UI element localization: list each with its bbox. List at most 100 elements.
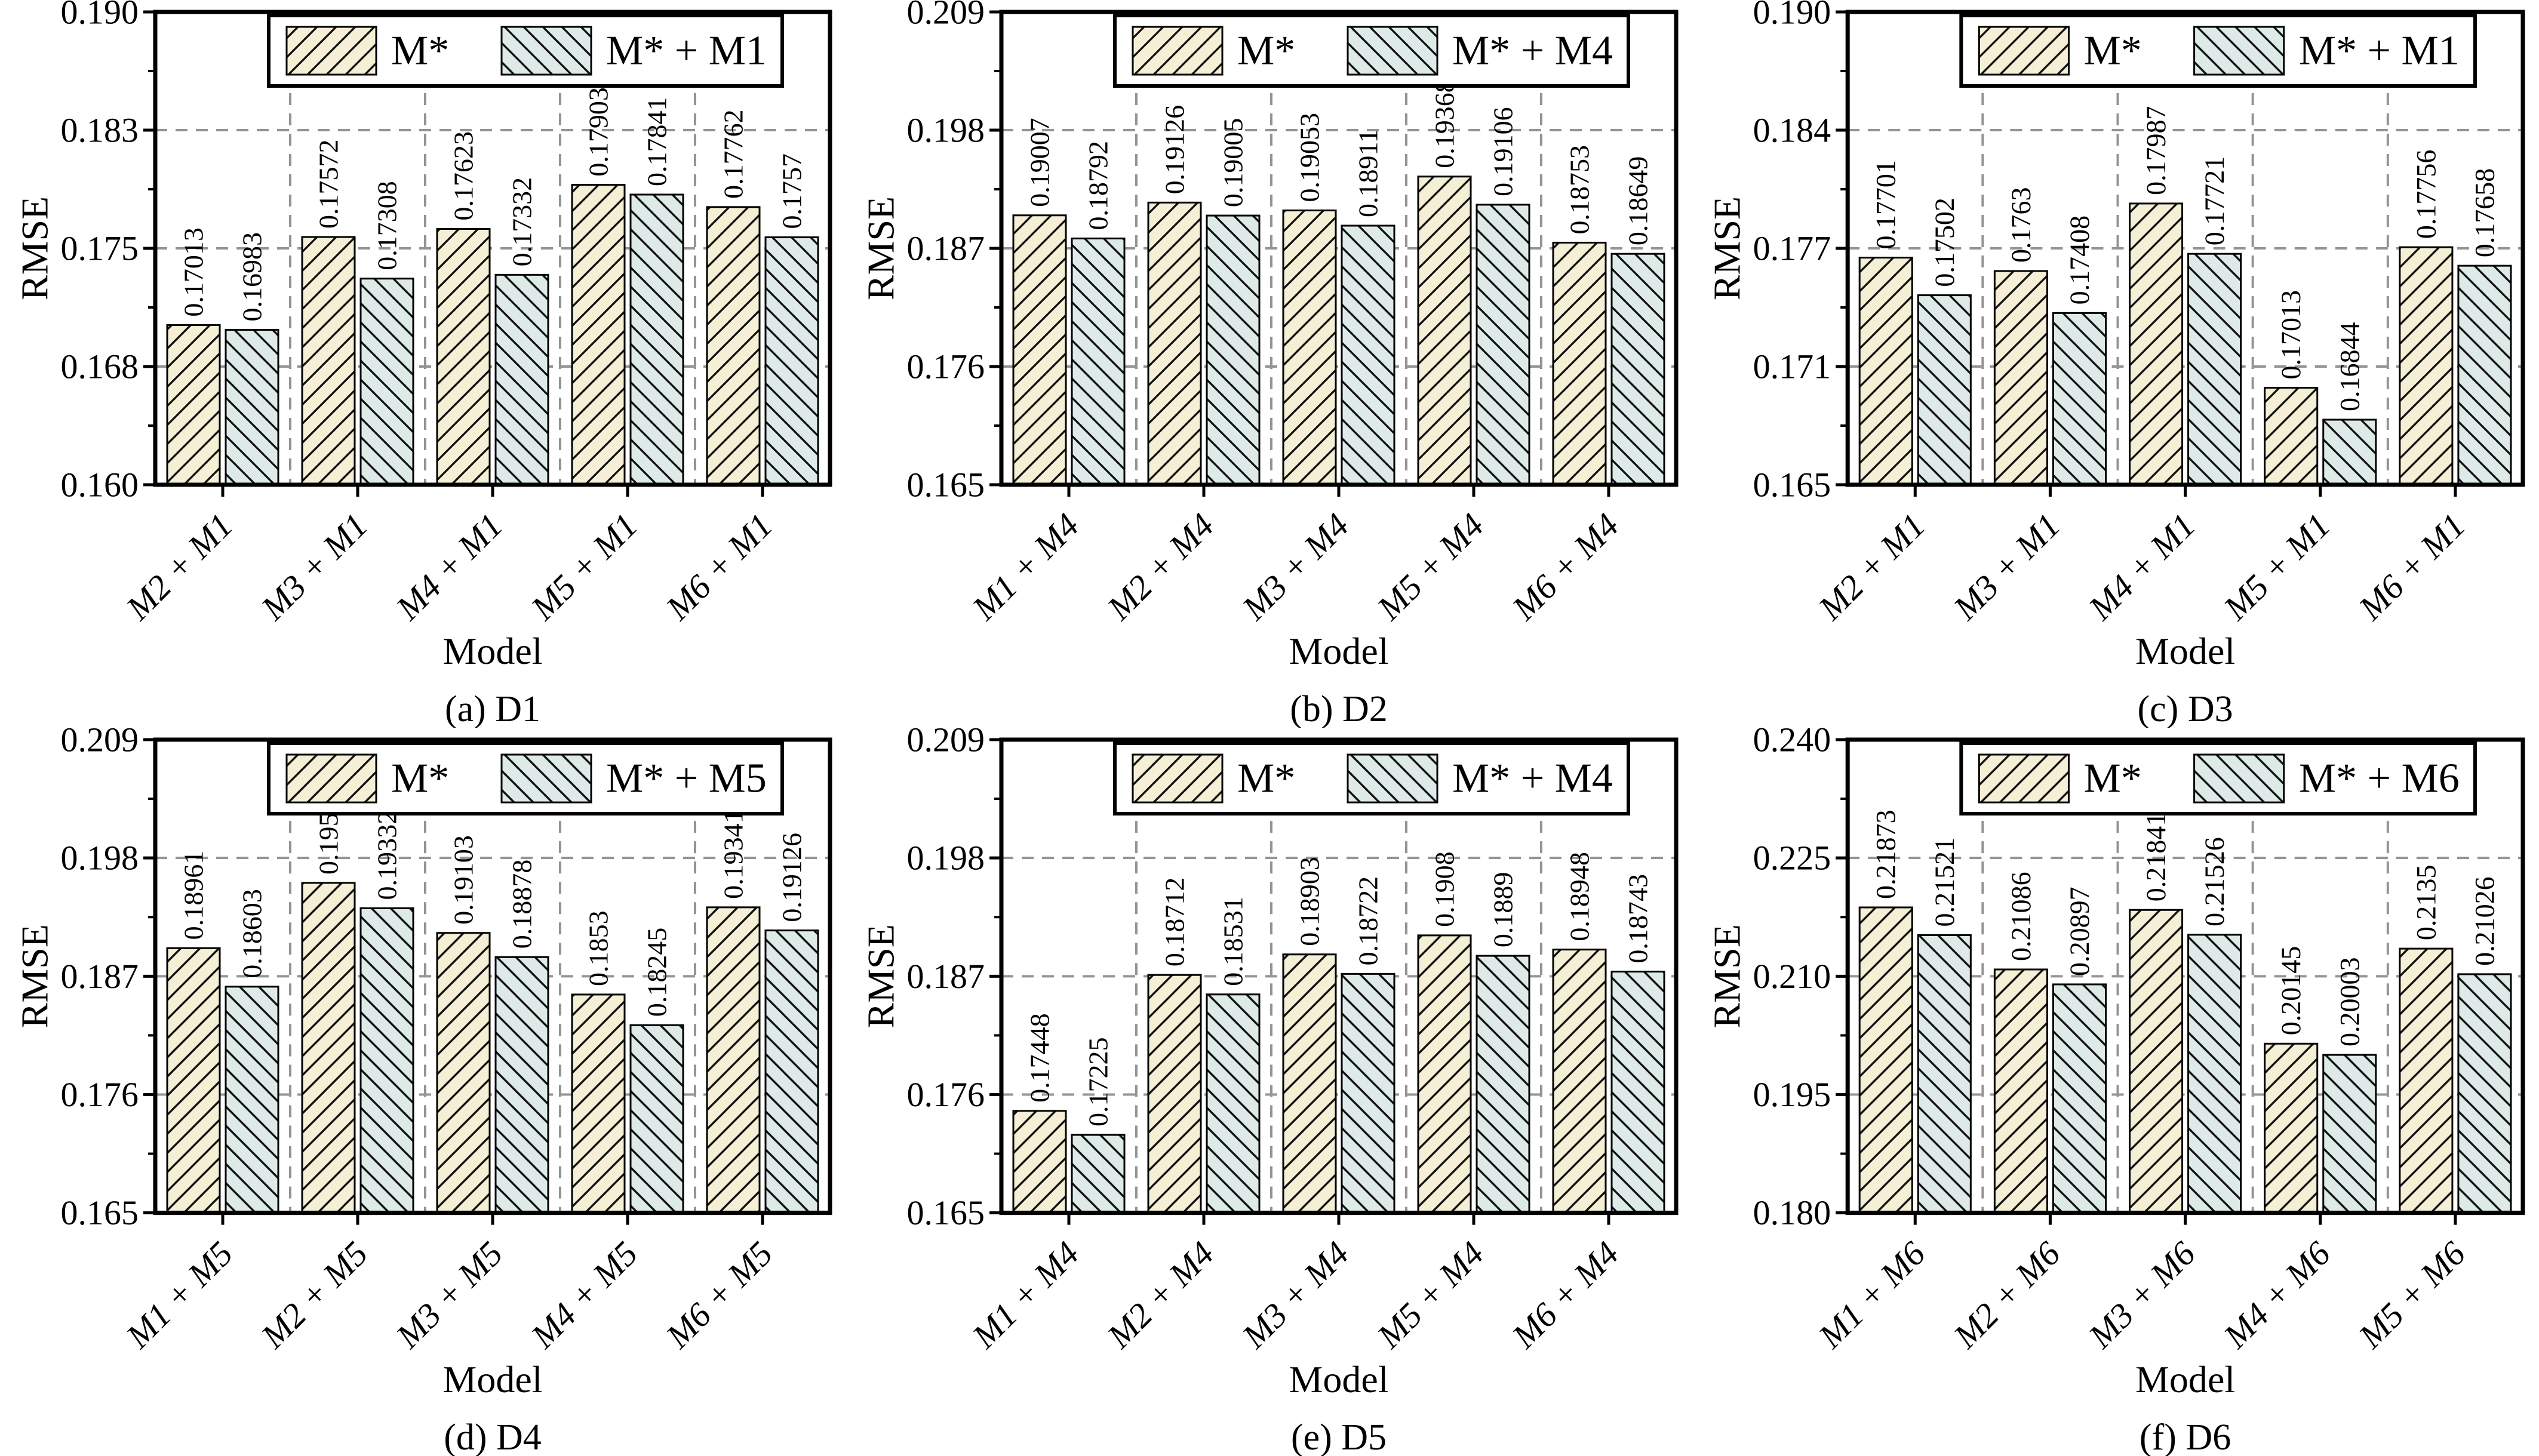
legend-swatch-2 — [1347, 26, 1438, 76]
y-tick-label: 0.198 — [61, 839, 139, 878]
bar-m-star — [1552, 949, 1607, 1214]
legend-swatch-2 — [2193, 753, 2285, 804]
x-tick-label: M4 + M1 — [388, 506, 510, 627]
x-tick-label: M1 + M6 — [1811, 1234, 1932, 1356]
x-tick-label: M4 + M5 — [523, 1234, 645, 1356]
chart-panel-d: 0.18961 0.18603 M1 + M5 0.19568 0.19332 M2 + … — [0, 728, 846, 1456]
legend-swatch-1 — [1978, 753, 2070, 804]
legend-label-2: M* + M1 — [606, 28, 767, 74]
bar-m-star — [301, 882, 356, 1214]
bar-m-combo — [1206, 214, 1261, 486]
y-axis-title: RMSE — [860, 924, 902, 1028]
bar-m-star — [436, 228, 491, 486]
bar-value-label: 0.21026 — [2469, 876, 2500, 966]
bar-value-label: 0.19126 — [777, 833, 807, 922]
bar-value-label: 0.18722 — [1353, 876, 1384, 966]
bar-value-label: 0.16983 — [237, 232, 268, 322]
x-tick-label: M5 + M4 — [1369, 506, 1491, 627]
y-tick-label: 0.209 — [907, 0, 985, 32]
legend-swatch-1 — [285, 26, 377, 76]
bar-m-star — [301, 236, 356, 486]
bar-value-label: 0.1763 — [2006, 187, 2036, 263]
x-tick-label: M3 + M1 — [253, 506, 375, 627]
bar-m-star — [1012, 214, 1067, 486]
x-tick-label: M2 + M5 — [253, 1234, 375, 1356]
bar-value-label: 0.17623 — [448, 131, 479, 221]
x-tick-label: M6 + M1 — [658, 506, 780, 627]
bar-value-label: 0.19053 — [1295, 113, 1325, 202]
bar-m-star — [1012, 1110, 1067, 1214]
y-tick-label: 0.176 — [907, 347, 985, 386]
bar-m-combo — [494, 273, 549, 486]
bar-value-label: 0.17903 — [583, 87, 614, 177]
bar-value-label: 0.17013 — [179, 227, 209, 317]
bar-m-combo — [1917, 294, 1972, 486]
bar-m-combo — [1917, 934, 1972, 1214]
bar-m-combo — [1206, 993, 1261, 1214]
x-tick-label: M1 + M4 — [964, 506, 1086, 627]
bar-m-combo — [359, 907, 414, 1214]
plot-frame — [1845, 737, 2525, 1215]
bar-m-combo — [2052, 983, 2107, 1214]
legend-label-1: M* — [1237, 28, 1295, 74]
bar-value-label: 0.17408 — [2064, 216, 2095, 304]
legend-label-1: M* — [1237, 756, 1295, 802]
chart-svg-c: 0.17701 0.17502 M2 + M1 0.1763 0.17408 M3 + M… — [1706, 0, 2525, 728]
bar-m-combo — [1610, 971, 1665, 1214]
bar-value-label: 0.17308 — [372, 181, 402, 270]
x-tick-label: M6 + M1 — [2351, 506, 2473, 627]
bar-m-star — [1993, 968, 2048, 1214]
y-tick-label: 0.165 — [907, 1193, 985, 1232]
bar-m-star — [166, 947, 221, 1214]
bar-value-label: 0.19103 — [448, 835, 479, 925]
bar-value-label: 0.18911 — [1353, 129, 1384, 217]
y-tick-label: 0.209 — [907, 728, 985, 759]
bar-value-label: 0.20897 — [2064, 886, 2095, 976]
bar-value-label: 0.18649 — [1623, 156, 1653, 246]
x-tick-label: M2 + M4 — [1099, 1234, 1221, 1356]
legend-swatch-1 — [285, 753, 377, 804]
chart-panel-e: 0.17448 0.17225 M1 + M4 0.18712 0.18531 M2 + … — [846, 728, 1692, 1456]
bar-m-star — [2399, 947, 2454, 1214]
bar-value-label: 0.21526 — [2199, 837, 2230, 926]
x-tick-label: M2 + M1 — [118, 506, 240, 627]
bar-value-label: 0.17572 — [313, 139, 344, 229]
bar-m-combo — [764, 236, 819, 486]
x-axis-title: Model — [442, 630, 542, 672]
x-tick-label: M5 + M6 — [2351, 1234, 2473, 1356]
legend-label-1: M* — [391, 756, 449, 802]
bar-m-combo — [2322, 418, 2377, 486]
bar-value-label: 0.21086 — [2006, 872, 2036, 961]
x-tick-label: M6 + M4 — [1504, 506, 1626, 627]
bar-m-combo — [2187, 934, 2242, 1214]
y-tick-label: 0.198 — [907, 111, 985, 150]
y-tick-label: 0.184 — [1753, 111, 1831, 150]
x-tick-label: M3 + M5 — [388, 1234, 510, 1356]
bar-value-label: 0.19007 — [1025, 118, 1055, 207]
x-axis-title: Model — [442, 1358, 542, 1400]
panel-caption: (b) D2 — [1290, 689, 1388, 728]
chart-svg-e: 0.17448 0.17225 M1 + M4 0.18712 0.18531 M2 + … — [860, 728, 1679, 1456]
legend-label-2: M* + M6 — [2299, 756, 2460, 802]
bar-value-label: 0.1889 — [1488, 872, 1519, 948]
bar-value-label: 0.17332 — [507, 177, 537, 267]
y-tick-label: 0.187 — [907, 957, 985, 996]
bar-m-combo — [764, 929, 819, 1214]
x-axis-title: Model — [2135, 1358, 2235, 1400]
bar-m-star — [2264, 386, 2319, 486]
y-tick-label: 0.165 — [61, 1193, 139, 1232]
bar-value-label: 0.18903 — [1295, 857, 1325, 946]
y-tick-label: 0.183 — [61, 111, 139, 150]
x-axis-title: Model — [2135, 630, 2235, 672]
bar-value-label: 0.19126 — [1160, 105, 1190, 195]
bar-value-label: 0.17987 — [2141, 106, 2171, 195]
bar-m-combo — [2457, 264, 2512, 486]
bar-m-star — [706, 906, 761, 1214]
bar-m-combo — [2322, 1054, 2377, 1214]
x-axis-title: Model — [1289, 630, 1388, 672]
bar-m-star — [1552, 241, 1607, 486]
bar-value-label: 0.17013 — [2276, 290, 2306, 379]
bar-m-combo — [494, 956, 549, 1214]
bar-m-star — [1858, 257, 1913, 486]
y-tick-label: 0.225 — [1753, 839, 1831, 878]
